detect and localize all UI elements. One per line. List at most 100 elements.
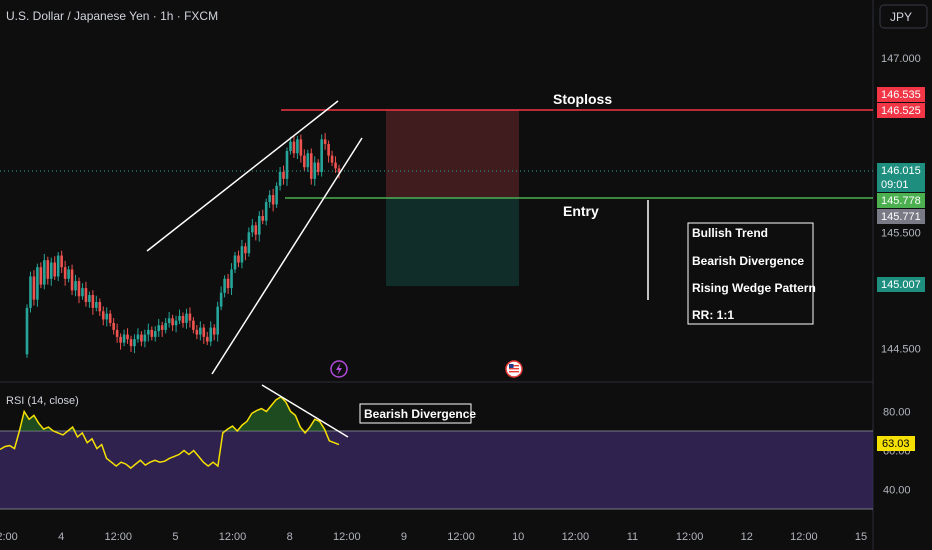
candle	[261, 209, 265, 225]
rsi-value-badge: 63.03	[877, 436, 915, 451]
candle	[275, 182, 278, 208]
candle	[53, 256, 57, 280]
candle	[337, 164, 341, 179]
candle	[313, 156, 317, 186]
candle	[60, 250, 63, 273]
candle	[115, 323, 119, 343]
candle	[309, 148, 313, 185]
info-line-1: Bullish Trend	[692, 226, 768, 240]
stoploss-label: Stoploss	[553, 91, 612, 107]
badge-stoploss-lower-text: 146.525	[881, 105, 921, 117]
candle	[91, 290, 95, 315]
time-tick-label: 12	[741, 531, 753, 543]
time-tick-label: 8	[287, 531, 293, 543]
candle	[49, 257, 53, 286]
candle	[164, 318, 167, 334]
candle	[192, 317, 195, 334]
candle	[63, 260, 67, 286]
candle	[29, 271, 32, 313]
candle	[240, 239, 244, 269]
candle	[119, 333, 122, 350]
candle	[223, 275, 226, 298]
rsi-tick-label: 40.00	[883, 485, 911, 497]
analysis-info-box: Bullish Trend Bearish Divergence Rising …	[687, 222, 816, 325]
chart-title: U.S. Dollar / Japanese Yen · 1h · FXCM	[6, 9, 218, 23]
candle	[230, 263, 233, 296]
candle	[67, 265, 70, 283]
currency-button[interactable]: JPY	[879, 4, 928, 29]
candle	[105, 307, 109, 327]
candle	[292, 135, 296, 158]
candle	[32, 270, 36, 306]
badge-countdown-text: 09:01	[881, 179, 909, 191]
candle	[188, 307, 192, 328]
price-tick-label: 145.500	[881, 227, 921, 239]
candle	[202, 324, 206, 344]
candle	[303, 149, 306, 171]
rsi-line	[0, 395, 340, 470]
time-axis: 12:00 4 12:00 5 12:00 8 12:00 9 12:00 10 12:00 11 12…	[0, 531, 867, 543]
candle	[126, 328, 129, 344]
candle	[136, 328, 140, 343]
candle	[205, 331, 209, 346]
badge-entry-text: 145.778	[881, 195, 921, 207]
candle	[174, 315, 178, 333]
rsi-divergence-label-box: Bearish Divergence	[359, 403, 476, 424]
rsi-tick-label: 80.00	[883, 407, 911, 419]
candle	[171, 314, 174, 332]
candle	[133, 334, 136, 354]
time-tick-label: 12:00	[790, 531, 818, 543]
badge-stoploss-upper-text: 146.535	[881, 89, 921, 101]
candle	[233, 252, 237, 273]
rsi-divergence-trendline[interactable]	[261, 384, 349, 438]
candle	[237, 250, 240, 268]
candle	[306, 149, 310, 172]
candle	[251, 219, 254, 237]
wedge-lower-trendline[interactable]	[211, 137, 363, 375]
wedge-upper-trendline[interactable]	[146, 100, 339, 252]
candle	[56, 252, 60, 282]
candles-group	[25, 133, 341, 358]
lightning-event-icon[interactable]	[330, 360, 348, 378]
badge-stoploss-upper: 146.535	[877, 87, 925, 102]
candle	[209, 321, 213, 347]
badge-current-price-text: 146.015	[881, 165, 921, 177]
candle	[257, 211, 261, 242]
candle	[98, 298, 102, 316]
candle	[327, 140, 330, 163]
candle	[143, 329, 147, 348]
candle	[39, 262, 43, 289]
candle	[219, 286, 223, 311]
candle	[70, 264, 74, 296]
us-flag-event-icon[interactable]	[505, 360, 523, 378]
candle	[271, 188, 275, 212]
candle	[25, 304, 29, 358]
candle	[316, 159, 320, 176]
badge-target: 145.007	[877, 277, 925, 292]
candle	[282, 165, 285, 185]
candle	[108, 310, 112, 327]
candle	[122, 329, 126, 347]
candle	[88, 291, 91, 308]
rsi-overbought-fill	[0, 396, 339, 431]
candle	[95, 295, 98, 312]
candle	[81, 283, 84, 300]
currency-button-label: JPY	[890, 10, 912, 24]
candle	[247, 227, 251, 257]
candle	[167, 312, 171, 328]
time-tick-label: 12:00	[562, 531, 590, 543]
candle	[299, 134, 303, 163]
time-tick-label: 15	[855, 531, 867, 543]
price-tick-label: 144.500	[881, 344, 921, 356]
candle	[296, 135, 299, 160]
candle	[36, 263, 39, 307]
price-axis: 147.000 145.500 144.500	[881, 53, 921, 356]
candle	[129, 335, 133, 352]
candle	[278, 166, 282, 191]
candle	[140, 331, 143, 347]
badge-target-text: 145.007	[881, 279, 921, 291]
time-tick-label: 9	[401, 531, 407, 543]
time-tick-label: 12:00	[676, 531, 704, 543]
stoploss-risk-zone	[386, 110, 519, 198]
